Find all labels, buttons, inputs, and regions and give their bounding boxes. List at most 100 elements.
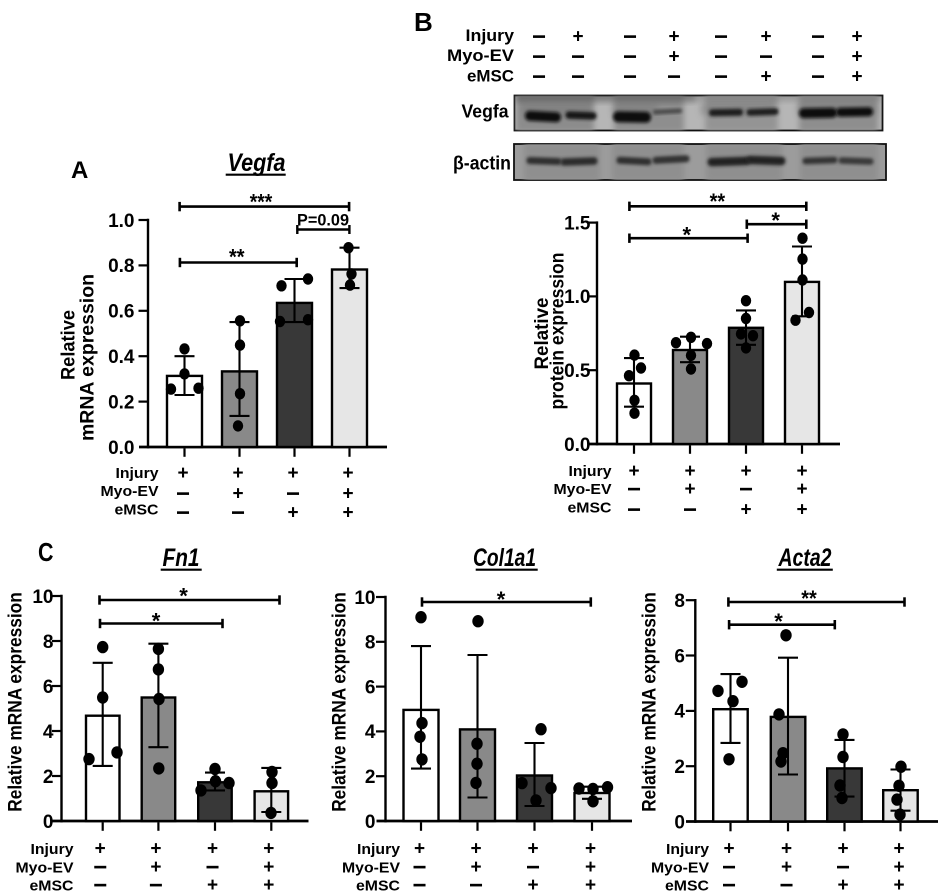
svg-text:**: ** [710,189,726,214]
svg-text:eMSC: eMSC [665,877,709,894]
svg-text:Relative: Relative [532,298,553,370]
svg-text:*: * [771,208,780,233]
svg-text:+: + [837,875,848,894]
svg-text:+: + [527,875,538,894]
svg-text:+: + [796,479,807,500]
svg-text:Relative: Relative [59,310,80,380]
svg-text:2: 2 [674,757,685,778]
svg-text:Vegfa: Vegfa [228,149,286,177]
svg-text:+: + [760,27,771,48]
svg-text:+: + [150,839,161,860]
svg-text:8: 8 [674,591,685,612]
svg-text:+: + [851,67,862,88]
svg-text:Relative mRNA expression: Relative mRNA expression [640,592,661,812]
svg-text:+: + [342,503,353,524]
svg-text:Injury: Injury [357,841,401,858]
svg-text:Injury: Injury [569,463,613,480]
svg-text:−: − [739,476,753,503]
svg-text:C: C [38,537,54,567]
svg-text:−: − [714,64,728,91]
svg-text:6: 6 [365,677,376,698]
svg-text:Relative mRNA expression: Relative mRNA expression [330,592,351,812]
svg-text:Myo-EV: Myo-EV [342,859,400,876]
svg-text:+: + [572,27,583,48]
svg-text:+: + [207,839,218,860]
svg-text:0.6: 0.6 [108,302,134,323]
svg-text:mRNA expression: mRNA expression [78,274,99,441]
svg-text:+: + [287,463,298,484]
svg-text:+: + [585,839,596,860]
svg-text:−: − [176,481,190,508]
svg-text:0.0: 0.0 [564,435,590,456]
svg-text:+: + [470,839,481,860]
svg-text:+: + [760,67,771,88]
svg-text:+: + [342,484,353,505]
svg-text:2: 2 [43,767,54,788]
svg-text:+: + [740,500,751,521]
svg-text:−: − [526,854,540,881]
svg-text:+: + [837,839,848,860]
svg-text:4: 4 [674,702,685,723]
svg-text:+: + [150,857,161,878]
svg-text:+: + [740,461,751,482]
svg-text:−: − [811,64,825,91]
svg-text:+: + [414,839,425,860]
svg-text:−: − [205,854,219,881]
svg-text:+: + [263,875,274,894]
svg-text:−: − [623,44,637,71]
svg-text:−: − [714,24,728,51]
svg-text:Relative mRNA expression: Relative mRNA expression [6,592,27,812]
svg-text:eMSC: eMSC [115,502,159,519]
svg-text:−: − [836,854,850,881]
svg-text:−: − [532,44,546,71]
svg-text:Myo-EV: Myo-EV [16,859,74,876]
svg-text:−: − [532,24,546,51]
svg-text:Myo-EV: Myo-EV [554,481,612,498]
svg-text:+: + [263,839,274,860]
svg-text:−: − [412,854,426,881]
svg-text:+: + [668,47,679,68]
svg-text:10: 10 [32,587,53,608]
svg-text:protein expression: protein expression [548,253,569,410]
svg-text:Injury: Injury [666,841,710,858]
svg-text:+: + [628,461,639,482]
svg-text:+: + [893,839,904,860]
svg-text:8: 8 [365,633,376,654]
svg-text:−: − [811,24,825,51]
svg-text:+: + [342,463,353,484]
svg-text:+: + [723,839,734,860]
svg-text:*: * [774,609,783,634]
svg-text:−: − [722,872,736,894]
svg-text:−: − [231,500,245,527]
svg-text:−: − [149,872,163,894]
svg-text:*: * [497,587,506,612]
svg-text:−: − [571,44,585,71]
svg-text:4: 4 [43,722,54,743]
svg-text:0.5: 0.5 [564,361,591,382]
svg-text:eMSC: eMSC [467,66,514,85]
svg-text:+: + [585,857,596,878]
svg-text:−: − [469,872,483,894]
svg-text:−: − [623,64,637,91]
svg-text:−: − [811,44,825,71]
svg-text:+: + [527,839,538,860]
svg-text:Myo-EV: Myo-EV [447,46,515,65]
svg-text:*: * [683,223,692,248]
svg-text:+: + [177,463,188,484]
svg-text:−: − [722,854,736,881]
svg-text:−: − [286,481,300,508]
svg-text:Injury: Injury [116,465,160,482]
svg-text:+: + [893,875,904,894]
svg-text:+: + [893,857,904,878]
svg-text:+: + [232,463,243,484]
svg-text:−: − [532,64,546,91]
svg-text:Acta2: Acta2 [778,544,832,572]
svg-text:Myo-EV: Myo-EV [651,859,709,876]
svg-text:*: * [152,609,161,634]
svg-text:+: + [207,875,218,894]
svg-text:8: 8 [43,632,54,653]
svg-text:6: 6 [674,646,685,667]
svg-text:0: 0 [43,812,54,833]
svg-text:2: 2 [365,767,376,788]
svg-text:***: *** [250,190,273,215]
